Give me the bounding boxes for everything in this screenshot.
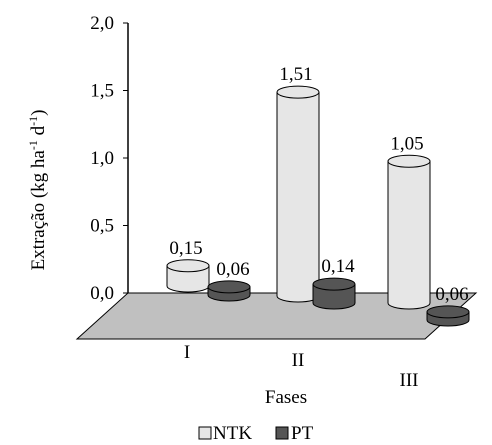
data-label-ntk-iii: 1,05 <box>390 133 423 154</box>
bar-top <box>208 281 250 293</box>
y-tick-label: 0,0 <box>90 283 114 304</box>
category-label-ii: II <box>292 350 305 371</box>
bar-top <box>277 86 319 98</box>
legend-swatch-pt <box>276 427 288 439</box>
data-label-ntk-i: 0,15 <box>169 238 202 259</box>
legend-swatch-ntk <box>199 427 211 439</box>
data-label-pt-i: 0,06 <box>216 259 249 280</box>
y-tick-label: 2,0 <box>90 13 114 34</box>
bar-body <box>277 92 319 302</box>
data-label-ntk-ii: 1,51 <box>279 64 312 85</box>
y-tick-label: 1,0 <box>90 148 114 169</box>
legend: NTK PT <box>199 423 314 444</box>
bar-top <box>388 155 430 167</box>
y-tick-label: 1,5 <box>90 81 114 102</box>
legend-label-pt: PT <box>291 423 314 444</box>
data-label-pt-iii: 0,06 <box>435 284 468 305</box>
data-label-pt-ii: 0,14 <box>321 256 355 277</box>
bar-body <box>388 161 430 309</box>
y-axis-title: Extração (kg ha-1 d-1) <box>26 110 49 271</box>
bar-top <box>427 306 469 318</box>
x-axis-title: Fases <box>265 387 307 408</box>
legend-label-ntk: NTK <box>213 423 252 444</box>
bar-pt-ii <box>313 278 355 309</box>
bar-ntk-i <box>167 260 209 292</box>
bar-pt-i <box>208 281 250 301</box>
category-label-iii: III <box>400 370 419 391</box>
y-tick-label: 0,5 <box>90 216 114 237</box>
bar-ntk-ii <box>277 86 319 302</box>
bar-top <box>313 278 355 290</box>
bar-ntk-iii <box>388 155 430 309</box>
category-label-i: I <box>184 342 190 363</box>
bar-pt-iii <box>427 306 469 326</box>
bar-top <box>167 260 209 272</box>
